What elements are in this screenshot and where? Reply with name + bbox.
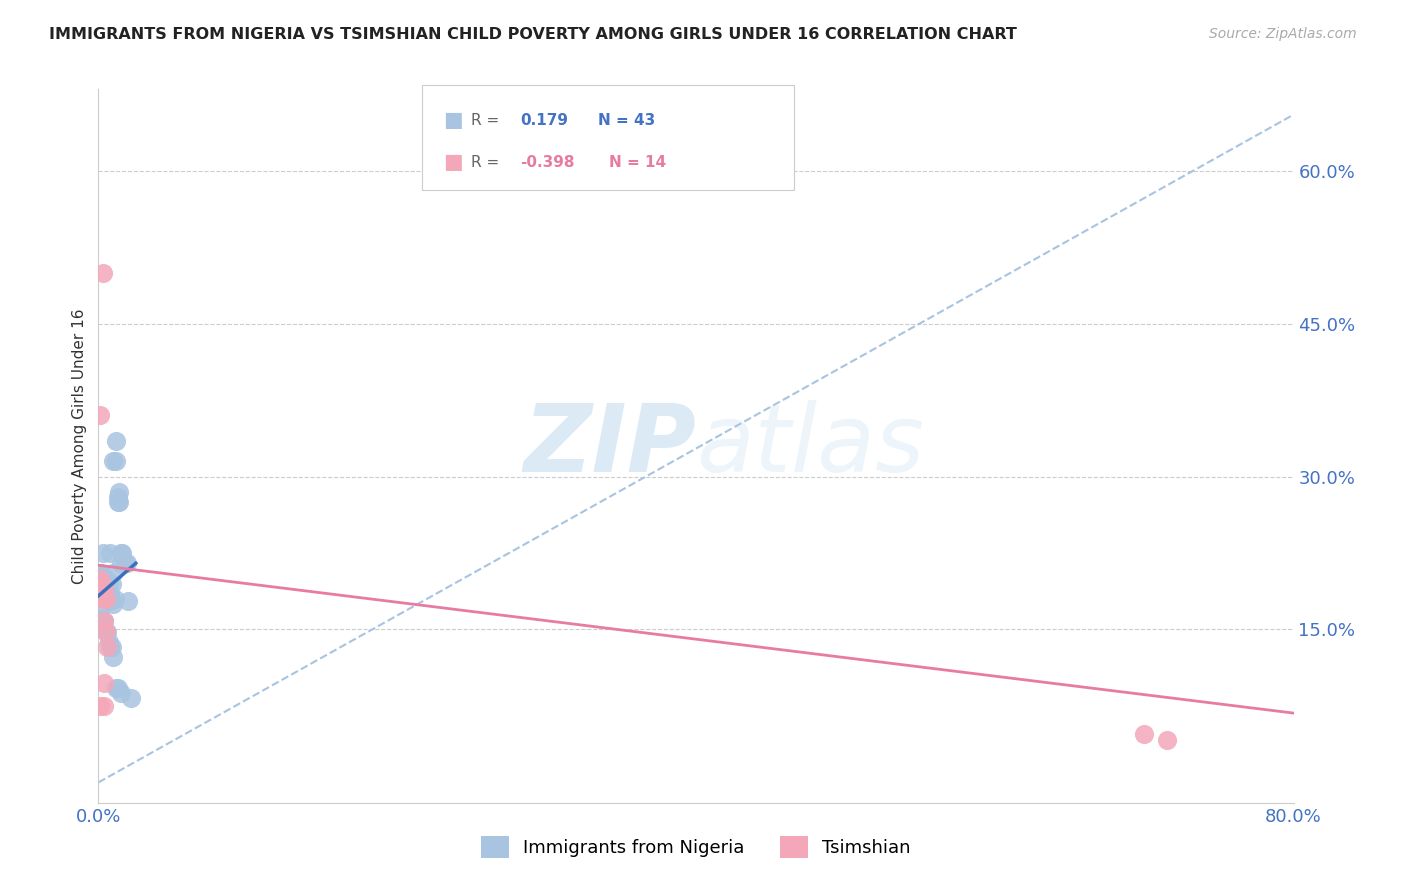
Point: [107, 490, 129, 504]
Point: [115, 556, 138, 570]
Point: [94, 624, 117, 639]
Point: [91, 591, 114, 606]
Point: [105, 681, 128, 695]
Point: [93, 615, 115, 629]
Point: [96, 640, 118, 654]
Point: [93, 582, 115, 596]
Point: [103, 454, 125, 468]
Point: [97, 634, 120, 648]
Point: [96, 582, 118, 596]
Point: [120, 690, 142, 705]
Point: [97, 594, 120, 608]
Point: [108, 495, 131, 509]
Point: [98, 640, 122, 654]
Point: [117, 594, 139, 608]
Point: [101, 576, 124, 591]
Text: -0.398: -0.398: [520, 155, 575, 169]
Text: N = 43: N = 43: [598, 113, 655, 128]
Point: [90, 566, 112, 581]
Point: [93, 582, 115, 596]
Point: [103, 650, 125, 665]
Point: [93, 615, 115, 629]
Point: [107, 495, 129, 509]
Text: R =: R =: [471, 113, 499, 128]
Point: [1133, 727, 1156, 741]
Text: ■: ■: [443, 111, 463, 130]
Text: IMMIGRANTS FROM NIGERIA VS TSIMSHIAN CHILD POVERTY AMONG GIRLS UNDER 16 CORRELAT: IMMIGRANTS FROM NIGERIA VS TSIMSHIAN CHI…: [49, 27, 1017, 42]
Point: [90, 576, 112, 591]
Text: 0.179: 0.179: [520, 113, 568, 128]
Point: [103, 597, 125, 611]
Text: Source: ZipAtlas.com: Source: ZipAtlas.com: [1209, 27, 1357, 41]
Point: [101, 640, 124, 654]
Text: R =: R =: [471, 155, 499, 169]
Point: [108, 484, 131, 499]
Point: [89, 409, 111, 423]
Point: [98, 587, 122, 601]
Point: [91, 546, 114, 560]
Point: [89, 572, 111, 586]
Y-axis label: Child Poverty Among Girls Under 16: Child Poverty Among Girls Under 16: [72, 309, 87, 583]
Point: [111, 546, 134, 560]
Legend: Immigrants from Nigeria, Tsimshian: Immigrants from Nigeria, Tsimshian: [474, 829, 918, 865]
Point: [94, 591, 117, 606]
Point: [110, 686, 132, 700]
Point: [110, 546, 132, 560]
Point: [98, 546, 122, 560]
Point: [91, 615, 114, 629]
Point: [97, 576, 120, 591]
Point: [89, 566, 111, 581]
Point: [103, 566, 125, 581]
Point: [89, 698, 111, 713]
Point: [93, 675, 115, 690]
Point: [96, 624, 118, 639]
Point: [89, 602, 111, 616]
Point: [91, 572, 114, 586]
Point: [90, 612, 112, 626]
Point: [1156, 732, 1178, 747]
Text: ZIP: ZIP: [523, 400, 696, 492]
Point: [105, 434, 128, 448]
Point: [104, 591, 127, 606]
Text: N = 14: N = 14: [609, 155, 666, 169]
Point: [114, 556, 136, 570]
Text: atlas: atlas: [696, 401, 924, 491]
Point: [94, 572, 117, 586]
Point: [90, 582, 112, 596]
Point: [94, 624, 117, 639]
Text: ■: ■: [443, 153, 463, 172]
Point: [110, 556, 132, 570]
Point: [105, 454, 128, 468]
Point: [94, 591, 117, 606]
Point: [107, 681, 129, 695]
Point: [91, 266, 114, 280]
Point: [93, 698, 115, 713]
